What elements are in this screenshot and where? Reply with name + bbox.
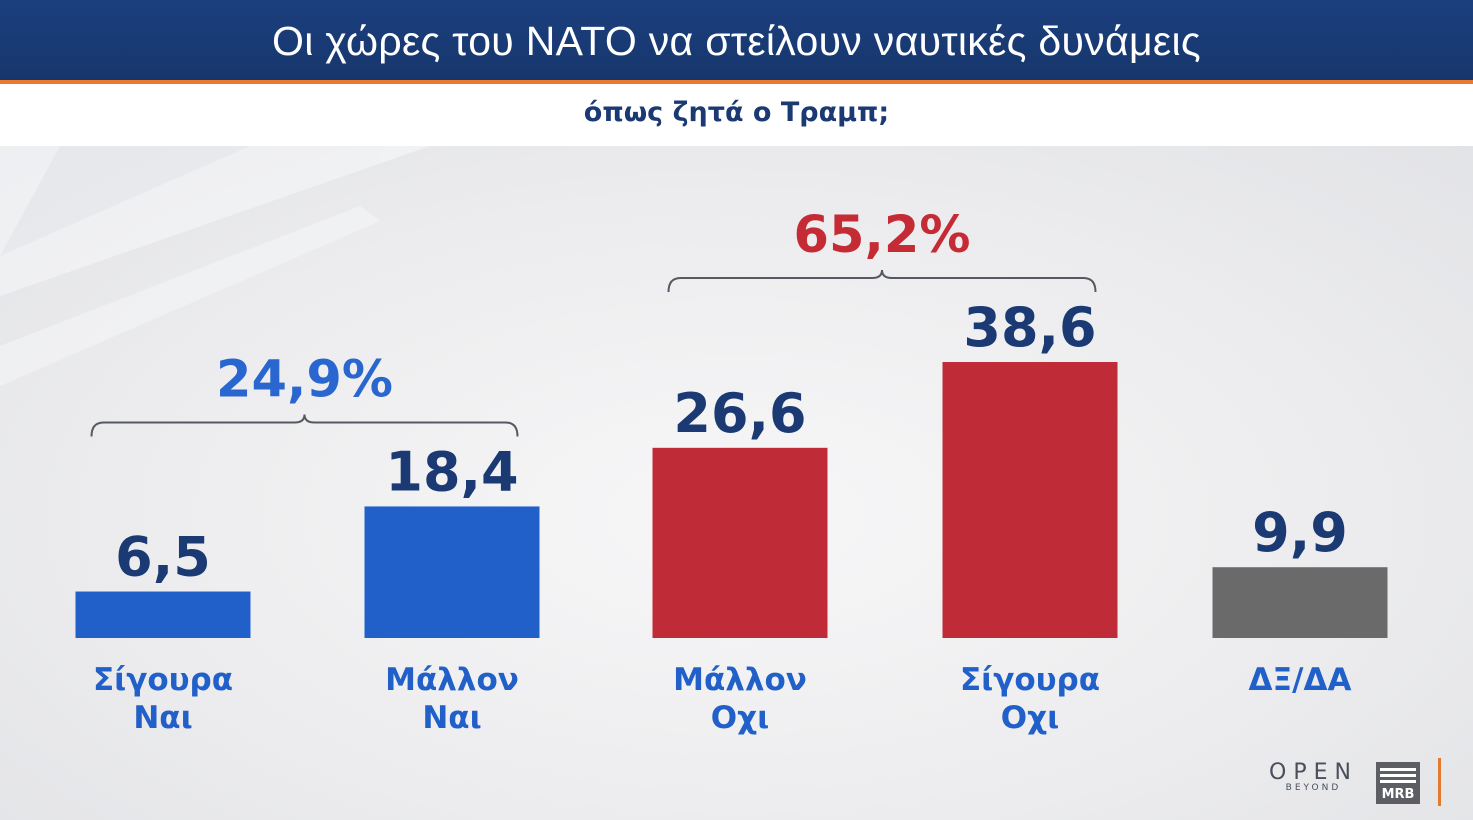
bar-value-label-1: 18,4 xyxy=(385,440,518,503)
category-label-4-line-0: ΔΞ/ΔΑ xyxy=(1249,662,1352,698)
category-label-3-line-1: Οχι xyxy=(1001,700,1059,736)
bar-0 xyxy=(75,591,251,638)
category-label-1-line-1: Ναι xyxy=(422,700,481,736)
chart-title: Οι χώρες του ΝΑΤΟ να στείλουν ναυτικές δ… xyxy=(272,17,1201,64)
bar-value-label-0: 6,5 xyxy=(115,526,211,589)
category-label-3-line-0: Σίγουρα xyxy=(960,662,1100,698)
category-label-2-line-0: Μάλλον xyxy=(673,662,807,698)
plot-area: 24,9% 65,2% 6,5 18,4 26,6 38,6 9,9 Σίγουρα Ναι… xyxy=(0,146,1473,820)
header-accent-line xyxy=(0,80,1473,84)
chart-subtitle: όπως ζητά ο Τραμπ; xyxy=(583,96,890,128)
mrb-logo-word: MRB xyxy=(1381,787,1415,802)
bars xyxy=(75,362,1388,638)
logo-divider xyxy=(1438,758,1441,806)
open-logo-tag: BEYOND xyxy=(1285,783,1342,793)
group-bracket-0 xyxy=(90,414,519,437)
category-label-0-line-1: Ναι xyxy=(133,700,192,736)
group-total-label-1: 65,2% xyxy=(794,206,971,265)
open-logo-word: OPEN xyxy=(1269,760,1358,785)
group-bracket-1 xyxy=(667,269,1097,293)
bar-1 xyxy=(364,506,540,638)
open-beyond-logo: OPEN BEYOND xyxy=(1269,760,1358,793)
bar-value-label-3: 38,6 xyxy=(963,296,1096,359)
bar-chart: 24,9%65,2% 6,518,426,638,69,9 ΣίγουραΝαι… xyxy=(0,146,1388,736)
bar-4 xyxy=(1212,567,1388,638)
broadcaster-logos: OPEN BEYOND MRB xyxy=(1233,750,1473,820)
bar-value-label-4: 9,9 xyxy=(1252,501,1348,564)
category-labels: ΣίγουραΝαιΜάλλονΝαιΜάλλονΟχιΣίγουραΟχιΔΞ… xyxy=(93,662,1351,736)
category-label-0-line-0: Σίγουρα xyxy=(93,662,233,698)
bar-value-label-2: 26,6 xyxy=(673,382,806,445)
header-bar: Οι χώρες του ΝΑΤΟ να στείλουν ναυτικές δ… xyxy=(0,0,1473,80)
subtitle-bar: όπως ζητά ο Τραμπ; xyxy=(0,84,1473,146)
bar-2 xyxy=(652,447,828,638)
bar-3 xyxy=(942,362,1118,638)
mrb-logo: MRB xyxy=(1376,762,1420,804)
group-brackets: 24,9% 65,2% xyxy=(90,206,1097,437)
category-label-1-line-0: Μάλλον xyxy=(385,662,519,698)
bar-value-labels: 6,5 18,4 26,6 38,6 9,9 xyxy=(115,296,1348,589)
background-decoration xyxy=(0,146,430,386)
group-total-label-0: 24,9% xyxy=(216,350,393,409)
category-label-2-line-1: Οχι xyxy=(711,700,769,736)
